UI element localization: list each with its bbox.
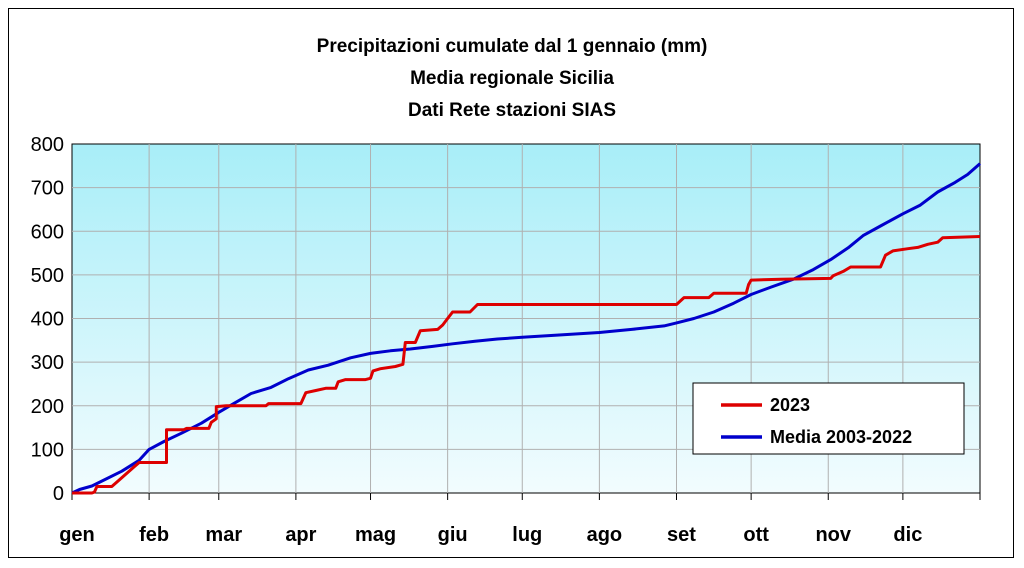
- x-tick-label-ott: ott: [743, 524, 769, 546]
- legend-label-media: Media 2003-2022: [770, 427, 912, 447]
- x-tick-label-apr: apr: [285, 524, 316, 546]
- legend-label-2023: 2023: [770, 395, 810, 415]
- y-tick-label: 400: [31, 309, 64, 331]
- x-tick-label-giu: giu: [438, 524, 468, 546]
- x-tick-label-dic: dic: [893, 524, 922, 546]
- y-tick-label: 0: [53, 483, 64, 505]
- series-lines: [71, 162, 981, 495]
- chart-title: Precipitazioni cumulate dal 1 gennaio (m…: [317, 36, 708, 57]
- x-tick-label-nov: nov: [815, 524, 851, 546]
- y-tick-label: 100: [31, 439, 64, 461]
- y-tick-label: 500: [31, 265, 64, 287]
- y-tick-label: 600: [31, 221, 64, 243]
- y-tick-label: 200: [31, 396, 64, 418]
- legend: 2023 Media 2003-2022: [692, 382, 965, 455]
- y-tick-label: 800: [31, 134, 64, 156]
- x-tick-label-mag: mag: [355, 524, 396, 546]
- x-tick-label-lug: lug: [512, 524, 542, 546]
- x-tick-label-set: set: [667, 524, 696, 546]
- legend-box: [692, 382, 965, 455]
- chart-subtitle-2: Dati Rete stazioni SIAS: [408, 100, 616, 121]
- series-line-media-2003-2022: [71, 162, 981, 495]
- x-tick-label-feb: feb: [139, 524, 169, 546]
- x-tick-label-mar: mar: [205, 524, 242, 546]
- series-line-2023: [72, 235, 981, 495]
- x-tick-label-ago: ago: [587, 524, 623, 546]
- axes: 0 100 200 300 400 500 600 700 800 gen feb mar apr mag…: [31, 134, 981, 546]
- chart-subtitle: Media regionale Sicilia: [410, 68, 614, 89]
- y-tick-label: 700: [31, 178, 64, 200]
- y-tick-label: 300: [31, 352, 64, 374]
- x-tick-label-gen: gen: [59, 524, 95, 546]
